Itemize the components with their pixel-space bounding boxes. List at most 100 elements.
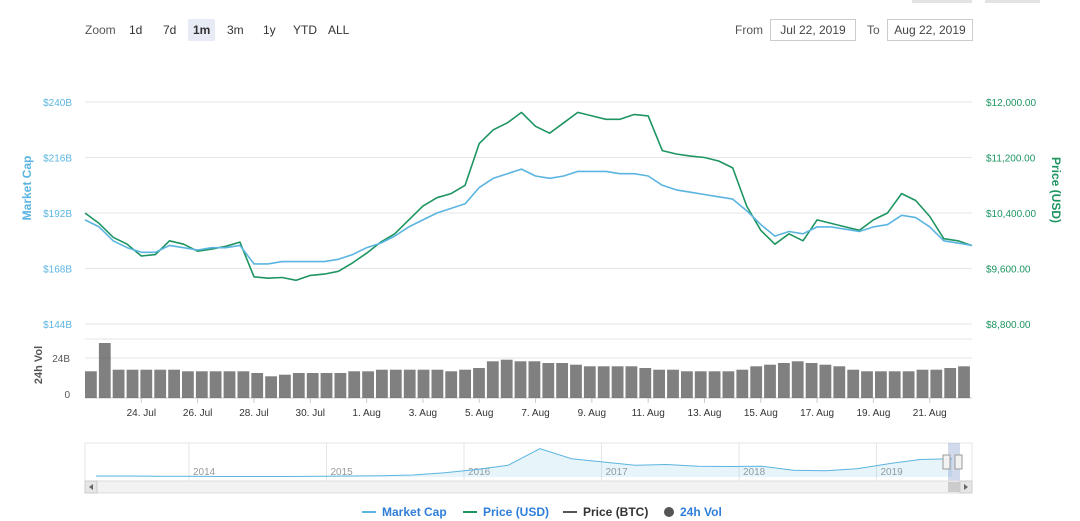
volume-bar <box>362 371 374 398</box>
volume-bar <box>279 374 291 398</box>
price-tick-label: $12,000.00 <box>986 98 1036 109</box>
market-cap-tick-label: $168B <box>43 265 72 276</box>
legend: Market Cap Price (USD) Price (BTC) 24h V… <box>0 505 1080 521</box>
volume-bar <box>888 371 901 398</box>
zoom-3m-button[interactable]: 3m <box>227 23 244 37</box>
volume-bar <box>195 371 208 398</box>
zoom-7d-button[interactable]: 7d <box>163 23 177 37</box>
market-cap-tick-label: $144B <box>43 320 72 331</box>
volume-tick-label: 24B <box>52 354 70 365</box>
volume-bar <box>819 364 832 398</box>
zoom-all-button[interactable]: ALL <box>328 23 350 37</box>
legend-price-usd[interactable]: Price (USD) <box>463 505 549 519</box>
volume-bar <box>251 373 264 398</box>
navigator-year-label: 2018 <box>743 467 766 478</box>
volume-bar <box>667 369 679 398</box>
legend-price-usd-label: Price (USD) <box>483 505 550 519</box>
volume-bar <box>597 366 610 398</box>
x-tick-label: 9. Aug <box>578 408 606 419</box>
volume-bar <box>611 366 624 398</box>
x-tick-label: 15. Aug <box>744 408 778 419</box>
x-tick-label: 3. Aug <box>409 408 437 419</box>
volume-bar <box>583 366 596 398</box>
volume-bar <box>944 368 957 398</box>
volume-bar <box>764 364 776 398</box>
from-date-input[interactable]: Jul 22, 2019 <box>770 19 856 41</box>
price-axis: $12,000.00 $11,200.00 $10,400.00 $9,600.00 $… <box>986 98 1036 331</box>
x-tick-label: 28. Jul <box>239 408 268 419</box>
from-label: From <box>735 23 763 37</box>
x-tick-label: 17. Aug <box>800 408 834 419</box>
legend-price-btc-label: Price (BTC) <box>583 505 649 519</box>
volume-bar <box>292 373 305 398</box>
price-tick-label: $8,800.00 <box>986 320 1031 331</box>
volume-bar <box>778 363 790 398</box>
x-tick-label: 1. Aug <box>352 408 380 419</box>
volume-bar <box>570 364 582 398</box>
volume-bar <box>875 371 887 398</box>
market-cap-line <box>84 168 973 265</box>
volume-bar <box>140 369 153 398</box>
volume-bar <box>334 373 347 398</box>
zoom-1d-button[interactable]: 1d <box>129 23 143 37</box>
price-tick-label: $9,600.00 <box>986 265 1031 276</box>
volume-bar <box>431 369 444 398</box>
volume-bar <box>403 369 416 398</box>
zoom-label: Zoom <box>85 23 116 37</box>
volume-bar <box>389 369 402 398</box>
volume-bar <box>805 363 818 398</box>
market-cap-axis: $240B $216B $192B $168B $144B <box>43 98 72 331</box>
volume-bar <box>85 371 97 398</box>
volume-bar <box>168 369 180 398</box>
x-tick-label: 26. Jul <box>183 408 212 419</box>
navigator-year-label: 2016 <box>468 467 491 478</box>
x-axis: 24. Jul 26. Jul 28. Jul 30. Jul 1. Aug 3. Aug… <box>127 398 947 419</box>
volume-bar <box>958 366 970 398</box>
navigator-year-label: 2017 <box>606 467 629 478</box>
scrollbar-thumb[interactable] <box>948 482 960 492</box>
volume-bar <box>223 371 236 398</box>
navigator-selected-range[interactable] <box>948 443 960 481</box>
volume-bar <box>833 366 846 398</box>
zoom-1m-button[interactable]: 1m <box>188 19 216 41</box>
market-cap-tick-label: $216B <box>43 154 72 165</box>
volume-bar <box>556 363 568 398</box>
price-usd-swatch <box>463 510 477 513</box>
volume-bar <box>528 361 541 398</box>
volume-tick-label: 0 <box>64 390 70 401</box>
top-control-edge <box>985 0 1040 3</box>
price-btc-swatch <box>563 510 577 513</box>
x-tick-label: 11. Aug <box>632 408 665 419</box>
to-date-input[interactable]: Aug 22, 2019 <box>887 19 973 41</box>
x-tick-label: 13. Aug <box>688 408 722 419</box>
arrow-left-icon <box>89 484 93 490</box>
volume-bar <box>265 376 277 398</box>
market-cap-tick-label: $240B <box>43 98 72 109</box>
x-tick-label: 24. Jul <box>127 408 156 419</box>
zoom-1y-button[interactable]: 1y <box>263 23 276 37</box>
volume-bar <box>182 371 194 398</box>
legend-24h-vol[interactable]: 24h Vol <box>664 505 722 519</box>
volume-bar <box>861 371 873 398</box>
arrow-right-icon <box>964 484 968 490</box>
volume-bar <box>237 371 250 398</box>
navigator-scrollbar[interactable] <box>84 480 973 494</box>
range-toolbar: Zoom 1d 7d 1m 3m 1y YTD ALL From Jul 22,… <box>0 0 1080 60</box>
legend-price-btc[interactable]: Price (BTC) <box>563 505 648 519</box>
navigator[interactable]: 2014 2015 2016 2017 2018 2019 <box>84 442 973 494</box>
series-layer <box>84 111 973 282</box>
volume-dot-icon <box>664 506 674 517</box>
legend-market-cap[interactable]: Market Cap <box>362 505 447 519</box>
market-cap-tick-label: $192B <box>43 209 72 220</box>
market-cap-axis-title: Market Cap <box>20 156 34 221</box>
zoom-ytd-button[interactable]: YTD <box>293 23 317 37</box>
volume-bar <box>847 369 860 398</box>
volume-bar <box>348 371 361 398</box>
navigator-handle[interactable] <box>942 454 951 470</box>
volume-bar <box>154 369 167 398</box>
volume-bar <box>459 369 471 398</box>
navigator-handle[interactable] <box>954 454 963 470</box>
volume-bar <box>625 366 638 398</box>
legend-market-cap-label: Market Cap <box>382 505 447 519</box>
volume-bar <box>417 369 430 398</box>
